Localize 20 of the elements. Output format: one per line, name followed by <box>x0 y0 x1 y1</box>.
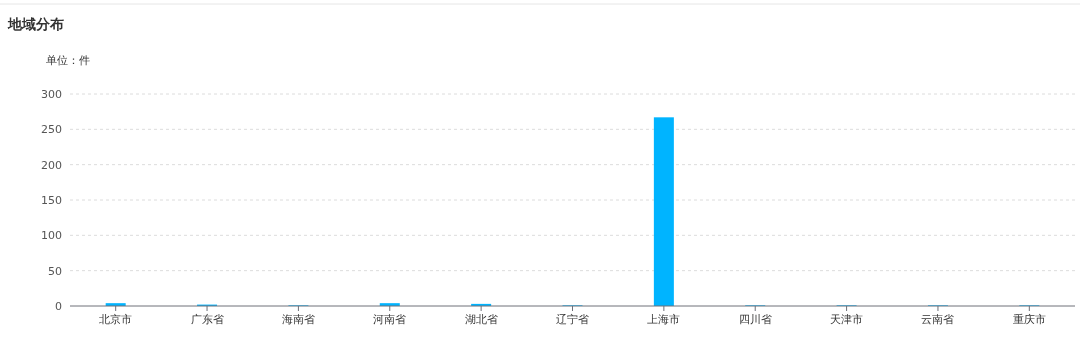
x-tick-label: 重庆市 <box>1012 313 1046 326</box>
y-tick-label: 250 <box>41 123 62 137</box>
x-tick-label: 广东省 <box>190 313 224 326</box>
y-tick-label: 100 <box>41 229 62 243</box>
y-tick-label: 200 <box>41 158 62 172</box>
x-tick-label: 上海市 <box>647 313 681 326</box>
x-tick-label: 四川省 <box>738 313 772 326</box>
y-tick-label: 50 <box>48 264 62 278</box>
x-tick-label: 辽宁省 <box>556 313 589 326</box>
x-tick-label: 河南省 <box>373 313 407 326</box>
y-axis-title: 单位：件 <box>46 54 90 67</box>
y-tick-label: 0 <box>55 300 62 313</box>
x-tick-label: 云南省 <box>921 313 955 326</box>
y-tick-label: 300 <box>41 88 62 101</box>
x-tick-label: 海南省 <box>281 313 315 326</box>
x-tick-label: 北京市 <box>99 313 133 326</box>
x-tick-label: 天津市 <box>830 313 864 326</box>
chart-title: 地域分布 <box>7 16 64 32</box>
y-tick-label: 150 <box>41 194 62 207</box>
x-tick-label: 湖北省 <box>464 313 498 326</box>
